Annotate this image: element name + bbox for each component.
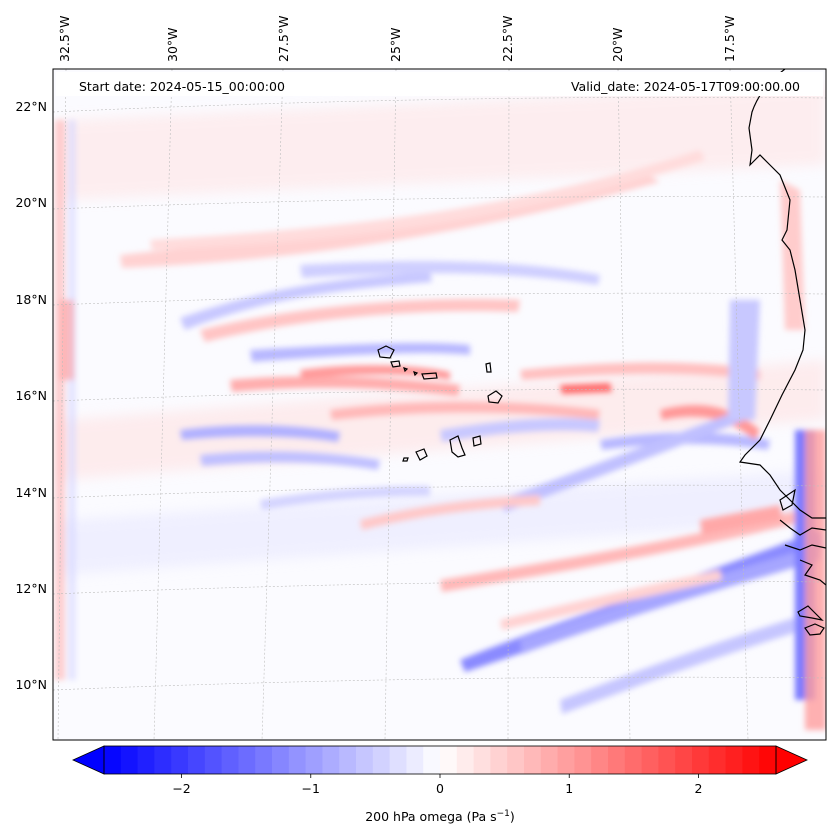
colorbar-cell: [188, 746, 206, 774]
omega-field: [55, 85, 826, 730]
island-fogo: [415, 448, 428, 461]
colorbar-cell: [658, 746, 676, 774]
colorbar-cell: [675, 746, 693, 774]
latitude-labels: 22°N 20°N 18°N 16°N 14°N 12°N 10°N: [15, 99, 47, 692]
colorbar-tick-label: −2: [172, 781, 190, 796]
colorbar-cell: [608, 746, 626, 774]
lat-label-22n: 22°N: [15, 99, 47, 114]
colorbar-cell: [473, 746, 491, 774]
colorbar-cell: [154, 746, 172, 774]
island-santiago: [449, 435, 466, 458]
longitude-labels: 32.5°W 30°W 27.5°W 25°W 22.5°W 20°W 17.5…: [57, 16, 737, 62]
lon-label-25w: 25°W: [388, 27, 403, 62]
island-maio: [472, 435, 482, 447]
colorbar-cell: [221, 746, 239, 774]
colorbar-cell: [540, 746, 559, 774]
colorbar-cell: [524, 746, 542, 774]
colorbar-label: 200 hPa omega (Pa s−1): [365, 809, 515, 824]
colorbar-cell: [423, 746, 441, 774]
colorbar-cell: [708, 746, 727, 774]
colorbar-cell: [742, 746, 760, 774]
colorbar: −2 −1 0 1 2 200 hPa omega (Pa s−1): [72, 745, 808, 824]
boundary-artifact: [55, 120, 76, 680]
colorbar-tick-label: 2: [694, 781, 702, 796]
colorbar-cell: [255, 746, 273, 774]
lat-label-12n: 12°N: [15, 581, 47, 596]
colorbar-cell: [557, 746, 575, 774]
colorbar-cell: [288, 746, 307, 774]
colorbar-cell: [372, 746, 391, 774]
lat-label-18n: 18°N: [15, 292, 47, 307]
colorbar-cell: [507, 746, 525, 774]
island-sao-nicolau: [421, 372, 438, 380]
lon-label-22-5w: 22.5°W: [500, 16, 515, 62]
colorbar-cell: [490, 746, 508, 774]
island-sao-vicente: [390, 360, 401, 368]
colorbar-cell: [171, 746, 189, 774]
colorbar-cell: [574, 746, 592, 774]
lon-label-17-5w: 17.5°W: [722, 16, 737, 62]
colorbar-cell: [305, 746, 323, 774]
omega-streaks: [120, 150, 826, 730]
colorbar-cell: [725, 746, 743, 774]
lat-label-16n: 16°N: [15, 388, 47, 403]
colorbar-tick-label: −1: [302, 781, 320, 796]
colorbar-cell: [339, 746, 357, 774]
colorbar-tick-label: 0: [436, 781, 444, 796]
colorbar-cell: [692, 746, 710, 774]
lon-label-27-5w: 27.5°W: [276, 16, 291, 62]
colorbar-cell: [440, 746, 458, 774]
colorbar-cell: [204, 746, 223, 774]
colorbar-cells: [104, 746, 777, 774]
lon-label-30w: 30°W: [165, 27, 180, 62]
colorbar-cell: [456, 746, 475, 774]
island-sal: [485, 362, 492, 373]
colorbar-cell: [356, 746, 374, 774]
colorbar-cell: [624, 746, 643, 774]
colorbar-cell: [272, 746, 290, 774]
lon-label-20w: 20°W: [610, 27, 625, 62]
colorbar-cell: [759, 746, 777, 774]
colorbar-cell: [238, 746, 256, 774]
colorbar-cell: [641, 746, 659, 774]
valid-date-label: Valid_date: 2024-05-17T09:00:00.00: [571, 79, 800, 94]
colorbar-cell: [137, 746, 155, 774]
header-strip: [56, 72, 823, 96]
island-brava: [402, 457, 409, 462]
colorbar-cell: [104, 746, 122, 774]
island-boa-vista: [487, 390, 503, 404]
colorbar-cell: [591, 746, 609, 774]
lon-label-32-5w: 32.5°W: [57, 16, 72, 62]
colorbar-high-extend: [775, 745, 808, 775]
colorbar-ticks: −2 −1 0 1 2: [172, 774, 702, 796]
colorbar-cell: [389, 746, 407, 774]
lat-label-14n: 14°N: [15, 485, 47, 500]
colorbar-cell: [406, 746, 424, 774]
cape-verde-islands: [377, 345, 503, 462]
start-date-label: Start date: 2024-05-15_00:00:00: [79, 79, 285, 94]
lat-label-10n: 10°N: [15, 677, 47, 692]
map-panel: Start date: 2024-05-15_00:00:00 Valid_da…: [52, 68, 827, 741]
lat-label-20n: 20°N: [15, 195, 47, 210]
colorbar-cell: [120, 746, 139, 774]
map-frame: [52, 68, 827, 741]
colorbar-tick-label: 1: [565, 781, 573, 796]
island-santo-antao: [377, 345, 395, 359]
colorbar-low-extend: [72, 745, 105, 775]
colorbar-cell: [322, 746, 340, 774]
